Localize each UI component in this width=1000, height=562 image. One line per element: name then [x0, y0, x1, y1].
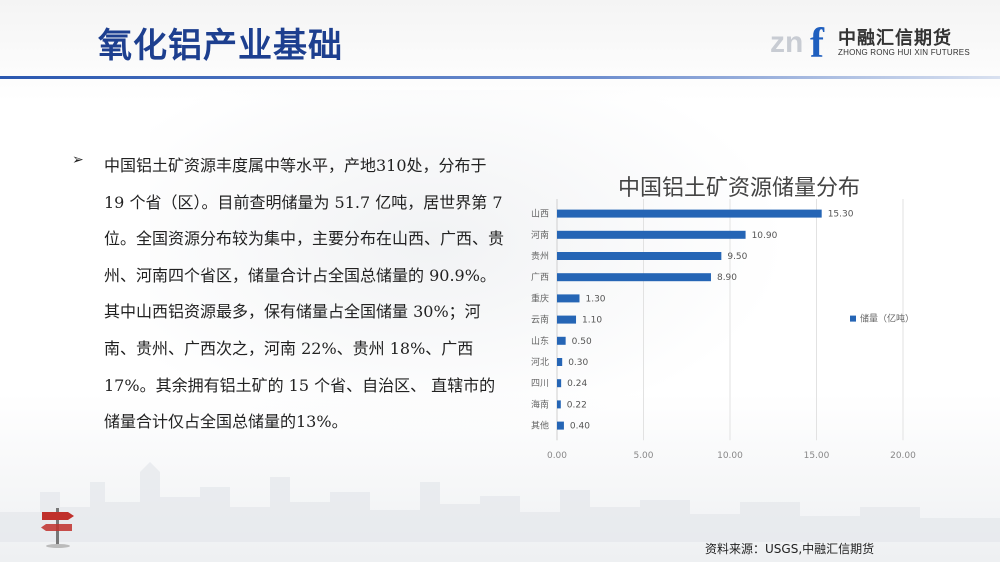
category-label: 重庆 [531, 292, 549, 304]
chart-title: 中国铝土矿资源储量分布 [618, 176, 861, 201]
header-divider [0, 76, 1000, 79]
legend-label: 储量（亿吨） [860, 313, 914, 325]
x-tick-label: 20.00 [890, 451, 916, 461]
bullet-arrow-icon: ➢ [72, 152, 84, 168]
data-label: 10.90 [752, 231, 778, 241]
x-tick-label: 5.00 [633, 451, 653, 461]
category-label: 山西 [531, 209, 549, 220]
category-label: 海南 [531, 398, 549, 410]
bar [557, 315, 577, 324]
bar [557, 209, 822, 218]
bar [557, 252, 722, 260]
page-title: 氧化铝产业基础 [98, 26, 343, 66]
data-label: 0.24 [567, 379, 587, 389]
data-label: 9.50 [727, 252, 747, 262]
bar [557, 294, 580, 303]
bar [557, 358, 563, 366]
x-tick-label: 0.00 [547, 451, 567, 461]
bar [557, 400, 561, 409]
logo-name-cn: 中融汇信期货 [838, 28, 952, 49]
data-label: 8.90 [717, 273, 737, 283]
bar [557, 230, 746, 239]
category-label: 河北 [531, 356, 549, 368]
data-label: 0.50 [572, 337, 592, 347]
header: 氧化铝产业基础 zn f 中融汇信期货 ZHONG RONG HUI XIN F… [0, 0, 1000, 82]
world-map-watermark [150, 90, 850, 470]
category-label: 广西 [531, 271, 549, 283]
category-label: 其他 [531, 420, 549, 432]
x-tick-label: 15.00 [804, 451, 830, 461]
logo-mark-zn: zn [770, 26, 804, 59]
bar [557, 273, 711, 282]
city-skyline-watermark [0, 462, 1000, 542]
data-label: 1.30 [585, 294, 605, 304]
category-label: 贵州 [531, 250, 549, 262]
source-note: 资料来源：USGS,中融汇信期货 [705, 542, 875, 556]
body-paragraph: 中国铝土矿资源丰度属中等水平，产地310处，分布于19 个省（区）。目前查明储量… [104, 156, 505, 432]
data-label: 0.22 [567, 400, 587, 410]
logo-mark-f: f [810, 21, 824, 67]
x-tick-label: 10.00 [717, 451, 743, 461]
data-label: 1.10 [582, 316, 602, 326]
category-label: 河南 [531, 229, 549, 241]
category-label: 山东 [531, 335, 549, 347]
bar [557, 421, 564, 430]
category-label: 云南 [531, 314, 549, 326]
data-label: 0.30 [568, 358, 588, 368]
bar-chart: 0.00 5.00 10.00 15.00 20.00 山西 15.30 河南 10.90 贵州 9… [531, 199, 916, 461]
bar [557, 379, 562, 388]
company-logo: zn f 中融汇信期货 ZHONG RONG HUI XIN FUTURES [770, 20, 990, 70]
signpost-icon [41, 508, 74, 548]
bar [557, 336, 566, 345]
legend-swatch [850, 315, 856, 322]
data-label: 15.30 [828, 210, 854, 220]
category-label: 四川 [531, 379, 549, 389]
data-label: 0.40 [570, 422, 590, 432]
logo-name-en: ZHONG RONG HUI XIN FUTURES [838, 48, 970, 57]
